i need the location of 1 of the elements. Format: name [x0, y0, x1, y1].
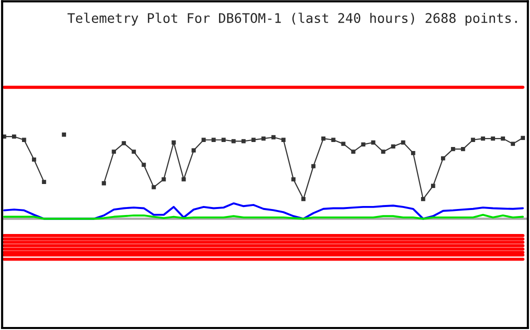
chart-title: Telemetry Plot For DB6TOM-1 (last 240 hours) 2688 points. [68, 12, 517, 26]
